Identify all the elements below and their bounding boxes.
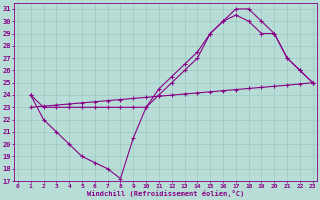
X-axis label: Windchill (Refroidissement éolien,°C): Windchill (Refroidissement éolien,°C) xyxy=(87,190,244,197)
